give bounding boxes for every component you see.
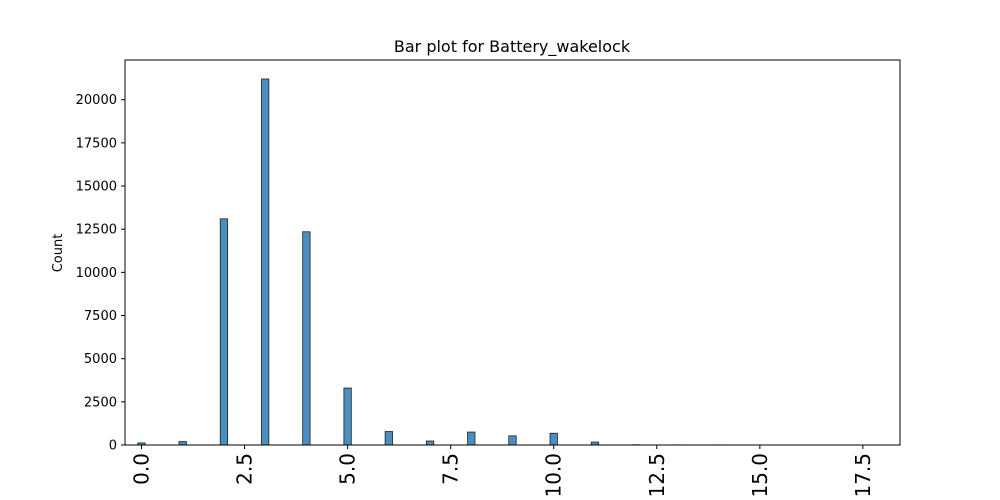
- x-tick-label: 7.5: [439, 453, 463, 485]
- y-tick-label: 0: [109, 439, 117, 454]
- y-tick-label: 17500: [76, 136, 117, 151]
- y-tick-label: 7500: [84, 309, 117, 324]
- y-axis-label: Count: [51, 234, 66, 273]
- y-tick-label: 20000: [76, 93, 117, 108]
- y-axis-ticks: 0 2500 5000 7500 10000 12500 15000 17500 20000: [76, 93, 125, 454]
- bar-9: [508, 435, 517, 446]
- x-tick-label: 12.5: [645, 453, 669, 498]
- plot-frame: [124, 59, 901, 446]
- x-tick-label: 0.0: [129, 453, 153, 485]
- x-tick-label: 2.5: [233, 453, 257, 485]
- bar-2: [219, 218, 229, 446]
- bar-5: [343, 387, 352, 446]
- chart-title: Bar plot for Battery_wakelock: [394, 37, 631, 57]
- bar-6: [384, 431, 393, 446]
- x-axis-ticks: 0.0 2.5 5.0 7.5 10.0 12.5 15.0 17.5: [129, 445, 875, 498]
- bar-3: [261, 78, 270, 446]
- y-tick-label: 15000: [76, 180, 117, 195]
- x-tick-label: 10.0: [542, 453, 566, 498]
- x-tick-label: 15.0: [748, 453, 772, 498]
- bar-4: [302, 231, 311, 446]
- bars: [137, 78, 888, 446]
- bar-8: [467, 431, 476, 446]
- y-tick-label: 2500: [84, 395, 117, 410]
- y-tick-label: 12500: [76, 223, 117, 238]
- x-tick-label: 17.5: [851, 453, 875, 498]
- y-tick-label: 10000: [76, 266, 117, 281]
- x-tick-label: 5.0: [336, 453, 360, 485]
- bar-10: [549, 432, 558, 446]
- y-tick-label: 5000: [84, 352, 117, 367]
- bar-7: [425, 440, 435, 446]
- bar-1: [178, 441, 187, 446]
